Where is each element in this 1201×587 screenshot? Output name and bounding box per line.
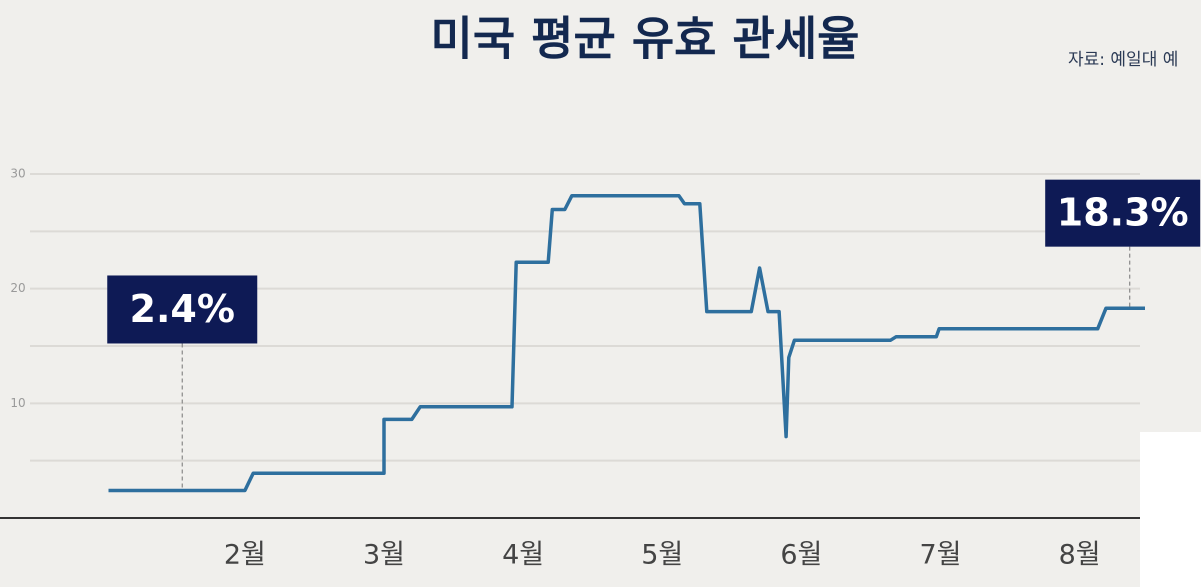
- y-tick-label: 20: [10, 281, 25, 295]
- chart-title: 미국 평균 유효 관세율: [431, 12, 860, 66]
- y-tick-label: 10: [10, 396, 25, 410]
- x-tick-label: 8월: [1059, 540, 1101, 571]
- occluding-box: [1140, 432, 1201, 587]
- x-tick-label: 3월: [363, 540, 405, 571]
- annotation-label: 2.4%: [130, 287, 235, 331]
- annotation-box: [107, 275, 258, 344]
- x-tick-label: 5월: [641, 540, 683, 571]
- x-tick-label: 7월: [919, 540, 961, 571]
- data-line: [108, 194, 1145, 493]
- annotation-box: [1045, 179, 1201, 247]
- annotation-label: 18.3%: [1057, 191, 1189, 235]
- x-tick-label: 4월: [502, 540, 544, 571]
- x-tick-label: 2월: [224, 540, 266, 571]
- source-note: 자료: 예일대 예: [1068, 50, 1178, 70]
- x-tick-label: 6월: [780, 540, 822, 571]
- y-tick-label: 30: [10, 167, 25, 181]
